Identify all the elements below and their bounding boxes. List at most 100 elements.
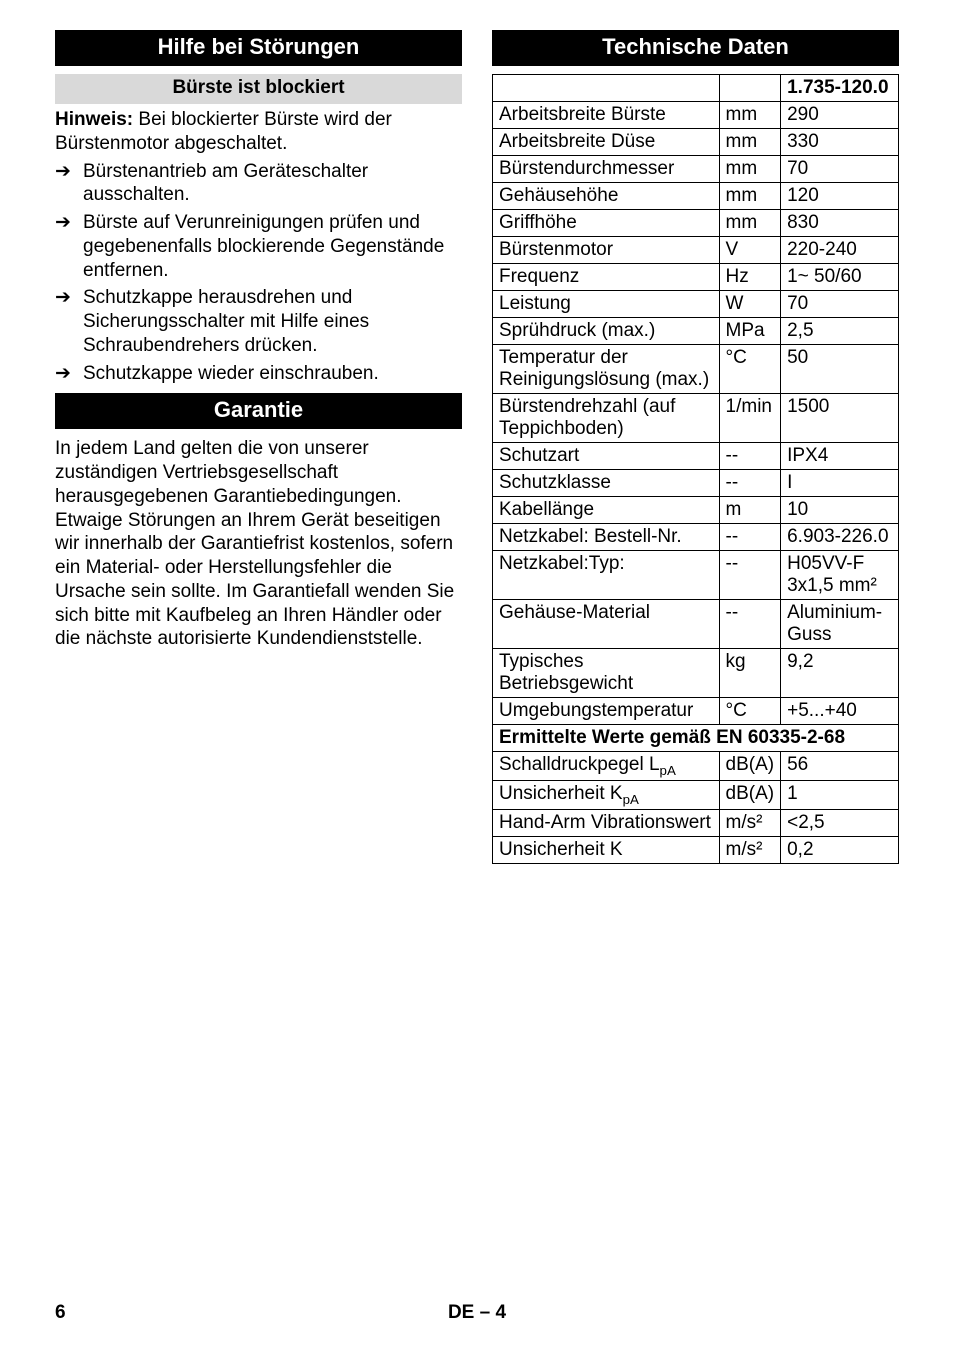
cell-label: Sprühdruck (max.) <box>493 318 720 345</box>
table-row: LeistungW70 <box>493 291 899 318</box>
cell-unit: MPa <box>719 318 781 345</box>
table-section-header: Ermittelte Werte gemäß EN 60335-2-68 <box>493 725 899 752</box>
table-row: Typisches Betriebsgewichtkg9,2 <box>493 649 899 698</box>
cell-unit: -- <box>719 551 781 600</box>
cell-label: Schutzklasse <box>493 470 720 497</box>
cell-unit: -- <box>719 524 781 551</box>
table-row: FrequenzHz1~ 50/60 <box>493 264 899 291</box>
cell-value: 1~ 50/60 <box>781 264 899 291</box>
cell-unit: m/s² <box>719 809 781 836</box>
cell-label: Temperatur der Reinigungslösung (max.) <box>493 345 720 394</box>
footer-spacer <box>839 1302 899 1324</box>
cell-unit: dB(A) <box>719 780 781 809</box>
cell-value: 120 <box>781 183 899 210</box>
list-item: Bürste auf Verunreinigungen prüfen und g… <box>55 211 462 282</box>
cell-label: Frequenz <box>493 264 720 291</box>
two-column-layout: Hilfe bei Störungen Bürste ist blockiert… <box>55 30 899 864</box>
list-item: Schutzkappe wieder einschrauben. <box>55 362 462 386</box>
table-row: Bürstendurchmessermm70 <box>493 156 899 183</box>
table-row: Schutzklasse--I <box>493 470 899 497</box>
cell-label: Netzkabel:Typ: <box>493 551 720 600</box>
table-row: Netzkabel:Typ:--H05VV-F 3x1,5 mm² <box>493 551 899 600</box>
cell-value: 2,5 <box>781 318 899 345</box>
cell-model: 1.735-120.0 <box>781 75 899 102</box>
cell-label: Griffhöhe <box>493 210 720 237</box>
table-row: Schalldruckpegel LpAdB(A)56 <box>493 752 899 781</box>
cell-value: 0,2 <box>781 836 899 863</box>
cell-value: 70 <box>781 156 899 183</box>
model-text: 1.735-120.0 <box>787 77 888 98</box>
cell-value: 830 <box>781 210 899 237</box>
table-row: Temperatur der Reinigungslösung (max.)°C… <box>493 345 899 394</box>
table-row: Gehäusehöhemm120 <box>493 183 899 210</box>
cell-value: +5...+40 <box>781 698 899 725</box>
cell-value: H05VV-F 3x1,5 mm² <box>781 551 899 600</box>
page-footer: 6 DE – 4 <box>55 1302 899 1324</box>
cell-value: 220-240 <box>781 237 899 264</box>
garantie-paragraph: In jedem Land gelten die von unserer zus… <box>55 437 462 651</box>
cell-value: 70 <box>781 291 899 318</box>
cell-unit: mm <box>719 210 781 237</box>
cell-unit: 1/min <box>719 394 781 443</box>
subheading-buerste: Bürste ist blockiert <box>55 74 462 104</box>
cell-value: Aluminium-Guss <box>781 600 899 649</box>
cell-value: IPX4 <box>781 443 899 470</box>
table-row: Umgebungstemperatur°C+5...+40 <box>493 698 899 725</box>
cell-unit: W <box>719 291 781 318</box>
cell-label: Arbeitsbreite Bürste <box>493 102 720 129</box>
spec-table: 1.735-120.0 Arbeitsbreite Bürstemm290Arb… <box>492 74 899 864</box>
cell-label: Arbeitsbreite Düse <box>493 129 720 156</box>
cell-unit: -- <box>719 443 781 470</box>
cell-label: Netzkabel: Bestell-Nr. <box>493 524 720 551</box>
hinweis-paragraph: Hinweis: Bei blockierter Bürste wird der… <box>55 108 462 156</box>
cell-unit: mm <box>719 129 781 156</box>
table-row: 1.735-120.0 <box>493 75 899 102</box>
cell-unit: -- <box>719 600 781 649</box>
cell-unit: m/s² <box>719 836 781 863</box>
cell-value: 330 <box>781 129 899 156</box>
table-row: Arbeitsbreite Bürstemm290 <box>493 102 899 129</box>
cell-unit: m <box>719 497 781 524</box>
table-row: Griffhöhemm830 <box>493 210 899 237</box>
column-left: Hilfe bei Störungen Bürste ist blockiert… <box>55 30 462 864</box>
footer-center: DE – 4 <box>115 1302 839 1324</box>
cell-label: Bürstendurchmesser <box>493 156 720 183</box>
list-item: Bürstenantrieb am Geräteschalter ausscha… <box>55 160 462 208</box>
cell-unit: mm <box>719 102 781 129</box>
hinweis-label: Hinweis: <box>55 109 133 130</box>
table-row: Arbeitsbreite Düsemm330 <box>493 129 899 156</box>
table-row: Netzkabel: Bestell-Nr.--6.903-226.0 <box>493 524 899 551</box>
cell-unit: mm <box>719 183 781 210</box>
footer-page-number: 6 <box>55 1302 115 1324</box>
table-row: Unsicherheit Km/s²0,2 <box>493 836 899 863</box>
cell-unit: dB(A) <box>719 752 781 781</box>
cell-empty <box>493 75 720 102</box>
table-row: Gehäuse-Material--Aluminium-Guss <box>493 600 899 649</box>
cell-value: <2,5 <box>781 809 899 836</box>
cell-unit: kg <box>719 649 781 698</box>
table-row: Unsicherheit KpAdB(A)1 <box>493 780 899 809</box>
cell-label: Typisches Betriebsgewicht <box>493 649 720 698</box>
table-row: Bürstendrehzahl (auf Teppichboden)1/min1… <box>493 394 899 443</box>
cell-value: 10 <box>781 497 899 524</box>
cell-unit: V <box>719 237 781 264</box>
cell-unit: mm <box>719 156 781 183</box>
cell-label: Schalldruckpegel LpA <box>493 752 720 781</box>
cell-value: 9,2 <box>781 649 899 698</box>
cell-empty <box>719 75 781 102</box>
section-header-cell: Ermittelte Werte gemäß EN 60335-2-68 <box>493 725 899 752</box>
cell-unit: °C <box>719 698 781 725</box>
table-row: Hand-Arm Vibrationswertm/s²<2,5 <box>493 809 899 836</box>
cell-label: Unsicherheit K <box>493 836 720 863</box>
table-row: Schutzart--IPX4 <box>493 443 899 470</box>
table-row: BürstenmotorV220-240 <box>493 237 899 264</box>
cell-unit: Hz <box>719 264 781 291</box>
cell-label: Hand-Arm Vibrationswert <box>493 809 720 836</box>
cell-value: 6.903-226.0 <box>781 524 899 551</box>
heading-hilfe: Hilfe bei Störungen <box>55 30 462 66</box>
page: Hilfe bei Störungen Bürste ist blockiert… <box>0 0 954 1354</box>
heading-tech-daten: Technische Daten <box>492 30 899 66</box>
table-row: Sprühdruck (max.)MPa2,5 <box>493 318 899 345</box>
cell-label: Bürstendrehzahl (auf Teppichboden) <box>493 394 720 443</box>
cell-value: 1 <box>781 780 899 809</box>
